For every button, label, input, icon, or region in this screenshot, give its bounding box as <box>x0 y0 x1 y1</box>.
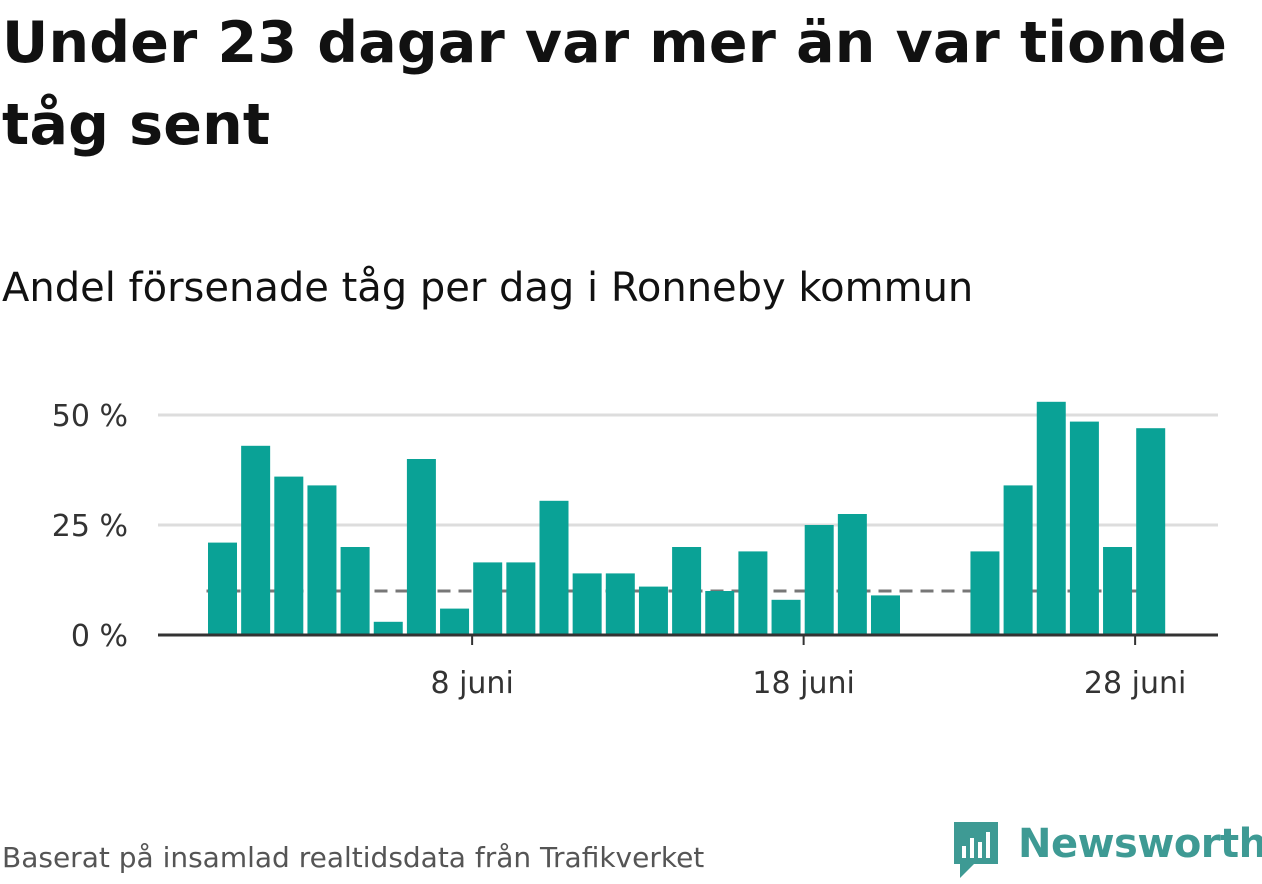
y-tick-label: 50 % <box>52 399 128 434</box>
bar <box>440 608 470 635</box>
axes: 0 % 25 % 50 % 8 juni 18 juni 28 juni <box>52 399 1218 701</box>
bar <box>738 551 768 635</box>
bar <box>274 476 304 635</box>
bar <box>473 562 503 635</box>
newsworthy-logo: Newsworthy <box>950 818 1262 880</box>
bar <box>506 562 536 635</box>
bar <box>871 595 900 635</box>
bar <box>804 525 834 635</box>
bar <box>572 573 602 635</box>
x-tick-label: 28 juni <box>1084 666 1186 701</box>
bar <box>1069 421 1099 635</box>
chart-subtitle: Andel försenade tåg per dag i Ronneby ko… <box>2 265 974 311</box>
bar <box>837 514 867 635</box>
bar <box>406 459 436 635</box>
x-tick-label: 18 juni <box>752 666 854 701</box>
bar <box>672 547 702 635</box>
bar-chart: 0 % 25 % 50 % 8 juni 18 juni 28 juni <box>52 399 1218 701</box>
source-note: Baserat på insamlad realtidsdata från Tr… <box>2 841 705 874</box>
bar <box>638 586 668 635</box>
bar <box>1136 428 1166 635</box>
bar <box>771 599 801 635</box>
bar <box>208 542 237 635</box>
bar <box>1036 401 1066 635</box>
bar <box>605 573 635 635</box>
bar <box>705 591 735 635</box>
newsworthy-logo-icon <box>954 822 998 878</box>
bar <box>373 621 403 635</box>
bar <box>970 551 1000 635</box>
brand-name: Newsworthy <box>1018 821 1262 867</box>
bar <box>539 500 569 635</box>
bar <box>340 547 370 635</box>
bar <box>1103 547 1133 635</box>
bar <box>241 445 271 635</box>
y-tick-label: 25 % <box>52 509 128 544</box>
bar <box>1003 485 1033 635</box>
y-tick-label: 0 % <box>71 619 128 654</box>
bars <box>208 401 1166 635</box>
x-tick-label: 8 juni <box>430 666 513 701</box>
chart-title: Under 23 dagar var mer än var tionde tåg… <box>2 10 1228 158</box>
bar <box>307 485 337 635</box>
